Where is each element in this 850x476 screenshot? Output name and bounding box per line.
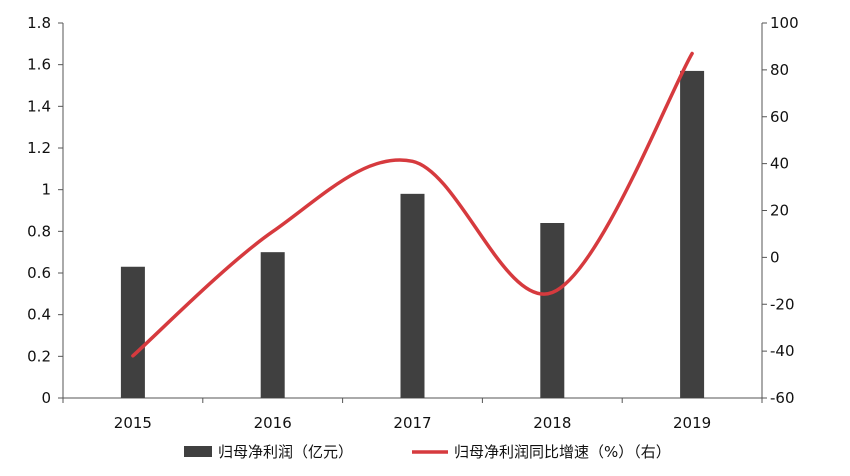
bar-2015 bbox=[120, 266, 145, 398]
bar-2019 bbox=[680, 70, 705, 399]
y-left-tick-label: 0 bbox=[41, 389, 51, 407]
legend-line-label: 归母净利润同比增速（%）（右） bbox=[454, 443, 671, 461]
legend-bar-label: 归母净利润（亿元） bbox=[218, 443, 353, 461]
legend-bar-swatch bbox=[184, 446, 212, 457]
y-left-tick-label: 0.6 bbox=[27, 264, 51, 282]
bar-2016 bbox=[260, 252, 285, 398]
y-right-tick-label: -60 bbox=[770, 389, 795, 407]
y-right-tick-label: 60 bbox=[770, 108, 789, 126]
bar-2017 bbox=[400, 193, 425, 398]
bar-2018 bbox=[540, 223, 565, 398]
y-right-tick-label: -40 bbox=[770, 342, 795, 360]
y-right-tick-label: -20 bbox=[770, 295, 795, 313]
legend: 归母净利润（亿元） 归母净利润同比增速（%）（右） bbox=[184, 443, 671, 461]
y-left-tick-label: 1 bbox=[41, 181, 51, 199]
y-right-tick-label: 100 bbox=[770, 14, 799, 32]
x-tick-label: 2016 bbox=[254, 414, 292, 432]
y-left-tick-label: 1.8 bbox=[27, 14, 51, 32]
y-left-tick-label: 1.4 bbox=[27, 97, 51, 115]
x-tick-label: 2019 bbox=[673, 414, 711, 432]
x-tick-label: 2015 bbox=[114, 414, 152, 432]
y-left-tick-label: 0.4 bbox=[27, 306, 51, 324]
y-right-tick-label: 20 bbox=[770, 202, 789, 220]
y-right-tick-label: 80 bbox=[770, 61, 789, 79]
x-tick-label: 2018 bbox=[533, 414, 571, 432]
y-left-tick-label: 1.2 bbox=[27, 139, 51, 157]
y-right-tick-label: 40 bbox=[770, 155, 789, 173]
bars-group bbox=[120, 70, 705, 399]
x-tick-label: 2017 bbox=[393, 414, 431, 432]
y-left-tick-label: 0.8 bbox=[27, 222, 51, 240]
growth-rate-line bbox=[131, 51, 694, 358]
y-left-tick-label: 1.6 bbox=[27, 56, 51, 74]
y-left-tick-label: 0.2 bbox=[27, 347, 51, 365]
axes-group: 0 0.2 0.4 0.6 0.8 1 1.2 1.4 1.6 1.8 -60 -40 -20 0 20 40… bbox=[27, 14, 799, 432]
line-group bbox=[131, 51, 694, 358]
y-right-tick-label: 0 bbox=[770, 248, 780, 266]
